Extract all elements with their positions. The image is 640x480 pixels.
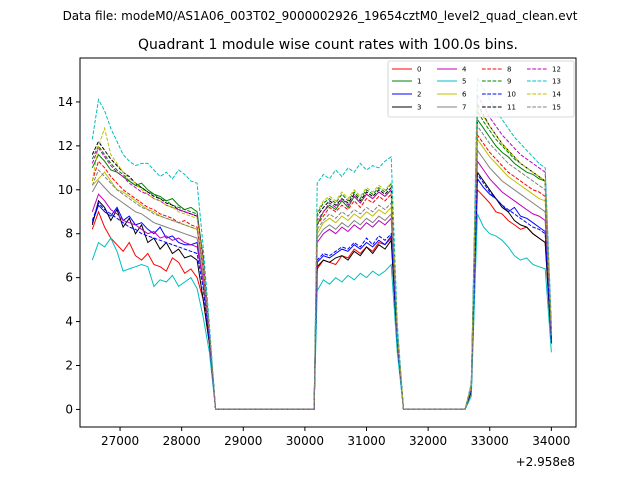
legend-label-5: 5 <box>462 78 466 86</box>
x-tick-label: 31000 <box>347 434 385 448</box>
series-line-4 <box>91 159 552 410</box>
chart-suptitle: Data file: modeM0/AS1A06_003T02_90000029… <box>63 9 578 23</box>
legend-label-8: 8 <box>507 66 511 74</box>
series-lines <box>91 75 552 410</box>
y-tick-label: 0 <box>65 402 73 416</box>
x-axis: 27000 28000 29000 30000 31000 32000 33000 34000 <box>101 427 570 448</box>
plot-area <box>79 57 577 428</box>
series-line-2 <box>91 177 552 410</box>
x-offset-label: +2.958e8 <box>516 455 575 469</box>
legend-label-3: 3 <box>417 104 421 112</box>
series-line-3 <box>91 170 552 410</box>
legend-label-1: 1 <box>417 78 421 86</box>
y-axis: 0 2 4 6 8 10 12 14 <box>58 95 80 416</box>
y-tick-label: 4 <box>65 315 73 329</box>
y-tick-label: 14 <box>58 95 73 109</box>
legend-label-10: 10 <box>507 91 516 99</box>
legend-label-13: 13 <box>552 78 561 86</box>
y-tick-label: 6 <box>65 271 73 285</box>
x-tick-label: 34000 <box>532 434 570 448</box>
x-tick-label: 30000 <box>286 434 324 448</box>
legend-frame <box>387 60 575 118</box>
legend-label-2: 2 <box>417 91 421 99</box>
legend-label-0: 0 <box>417 66 421 74</box>
y-tick-label: 8 <box>65 227 73 241</box>
series-line-13 <box>91 75 552 410</box>
y-tick-label: 2 <box>65 359 73 373</box>
y-tick-label: 12 <box>58 139 73 153</box>
chart-title: Quadrant 1 module wise count rates with … <box>138 37 518 53</box>
series-line-12 <box>91 93 552 410</box>
x-tick-label: 28000 <box>163 434 201 448</box>
legend-label-11: 11 <box>507 104 516 112</box>
series-line-1 <box>91 117 552 410</box>
legend-label-12: 12 <box>552 66 561 74</box>
legend-label-9: 9 <box>507 78 511 86</box>
y-tick-label: 10 <box>58 183 73 197</box>
legend-label-4: 4 <box>462 66 467 74</box>
series-line-15 <box>91 124 552 410</box>
legend-label-6: 6 <box>462 91 467 99</box>
legend-label-15: 15 <box>552 104 561 112</box>
x-tick-label: 33000 <box>471 434 509 448</box>
legend-label-14: 14 <box>552 91 561 99</box>
series-line-10 <box>91 172 552 410</box>
x-tick-label: 27000 <box>101 434 139 448</box>
legend-label-7: 7 <box>462 104 466 112</box>
series-line-9 <box>91 108 552 410</box>
x-tick-label: 32000 <box>409 434 447 448</box>
series-line-5 <box>91 213 552 410</box>
x-tick-label: 29000 <box>224 434 262 448</box>
